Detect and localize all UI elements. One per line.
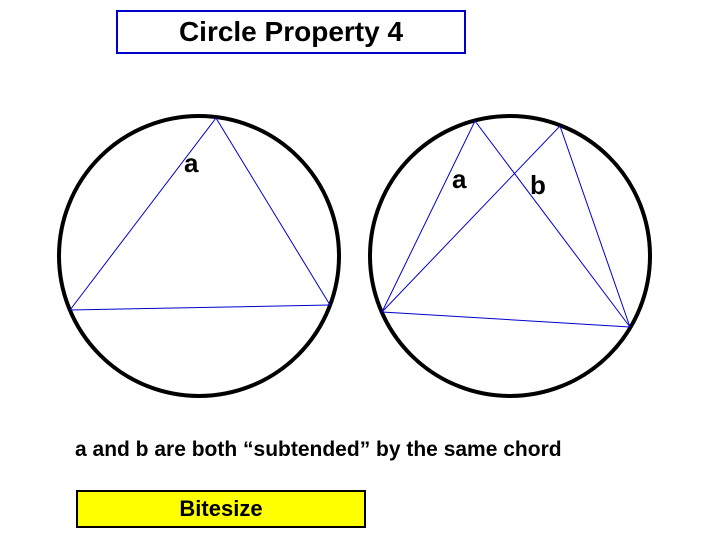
bitesize-button[interactable]: Bitesize [76, 490, 366, 528]
angle-label-0: a [184, 148, 198, 179]
angle-label-1: a [452, 164, 466, 195]
circle-0 [59, 116, 339, 396]
angle-label-2: b [530, 170, 546, 201]
bitesize-label: Bitesize [179, 496, 262, 521]
caption-text: a and b are both “subtended” by the same… [75, 438, 562, 462]
circle-1 [370, 116, 650, 396]
